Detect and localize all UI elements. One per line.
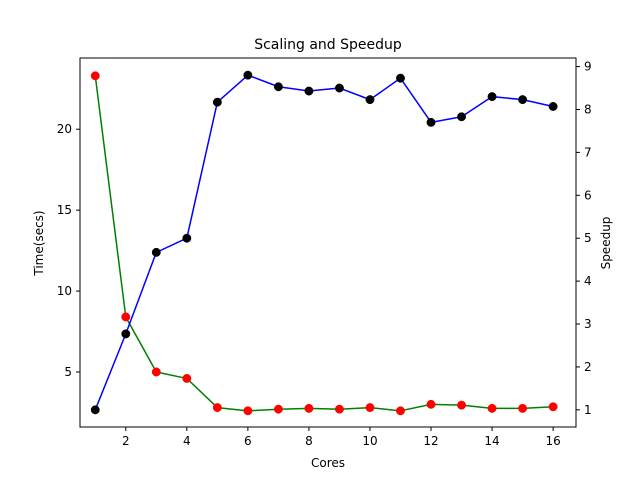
time-data-point: [457, 400, 466, 410]
x-tick-label: 6: [244, 434, 252, 448]
speedup-data-point: [90, 405, 100, 415]
chart-title: Scaling and Speedup: [254, 37, 402, 53]
x-tick-label: 2: [122, 434, 130, 448]
y-left-tick-label: 5: [64, 365, 72, 379]
time-data-point: [518, 403, 528, 413]
x-tick-label: 10: [362, 434, 377, 448]
time-data-point: [121, 312, 131, 322]
time-data-point: [273, 404, 283, 414]
x-tick-label: 4: [183, 434, 191, 448]
time-data-point: [426, 399, 436, 409]
speedup-data-point: [426, 117, 436, 127]
speedup-data-point: [151, 247, 161, 257]
time-data-point: [151, 367, 161, 377]
y-right-tick-label: 6: [584, 188, 592, 202]
speedup-data-point: [487, 92, 497, 102]
speedup-data-point: [212, 97, 222, 107]
speedup-data-point: [457, 112, 466, 122]
speedup-data-point: [304, 86, 314, 96]
time-data-point: [365, 403, 375, 413]
x-tick-label: 8: [305, 434, 313, 448]
y-right-tick-label: 9: [584, 60, 592, 74]
y-right-tick-label: 3: [584, 317, 592, 331]
axes-frame: [79, 57, 577, 428]
y-left-tick-label: 20: [57, 122, 72, 136]
speedup-data-point: [518, 95, 528, 105]
x-tick-label: 16: [545, 434, 560, 448]
time-data-point: [90, 71, 100, 81]
speedup-data-point: [365, 95, 375, 105]
speedup-data-point: [182, 233, 192, 243]
y-right-tick-label: 7: [584, 145, 592, 159]
speedup-series-line: [94, 74, 554, 411]
x-axis-label: Cores: [311, 456, 345, 470]
x-tick-label: 14: [484, 434, 499, 448]
y-right-tick-label: 1: [584, 403, 592, 417]
x-tick-label: 12: [423, 434, 438, 448]
time-data-point: [396, 406, 405, 416]
y-right-tick-label: 4: [584, 274, 592, 288]
speedup-data-point: [273, 82, 283, 92]
speedup-data-point: [396, 73, 405, 83]
time-data-point: [243, 406, 253, 416]
time-data-point: [487, 403, 497, 413]
time-data-point: [334, 404, 344, 414]
y-left-tick-label: 10: [57, 284, 72, 298]
y-axis-label-left: Time(secs): [32, 210, 46, 276]
time-data-point: [548, 402, 558, 412]
y-axis-label-right: Speedup: [599, 217, 613, 270]
y-left-tick-label: 15: [57, 203, 72, 217]
time-data-point: [212, 403, 222, 413]
speedup-data-point: [548, 102, 558, 111]
speedup-data-point: [334, 83, 344, 93]
time-data-point: [182, 373, 192, 383]
y-right-tick-label: 5: [584, 231, 592, 245]
y-right-tick-label: 2: [584, 360, 592, 374]
speedup-data-point: [121, 329, 131, 339]
time-data-point: [304, 403, 314, 413]
time-series-line: [94, 75, 554, 412]
y-right-tick-label: 8: [584, 102, 592, 116]
speedup-data-point: [243, 70, 253, 80]
